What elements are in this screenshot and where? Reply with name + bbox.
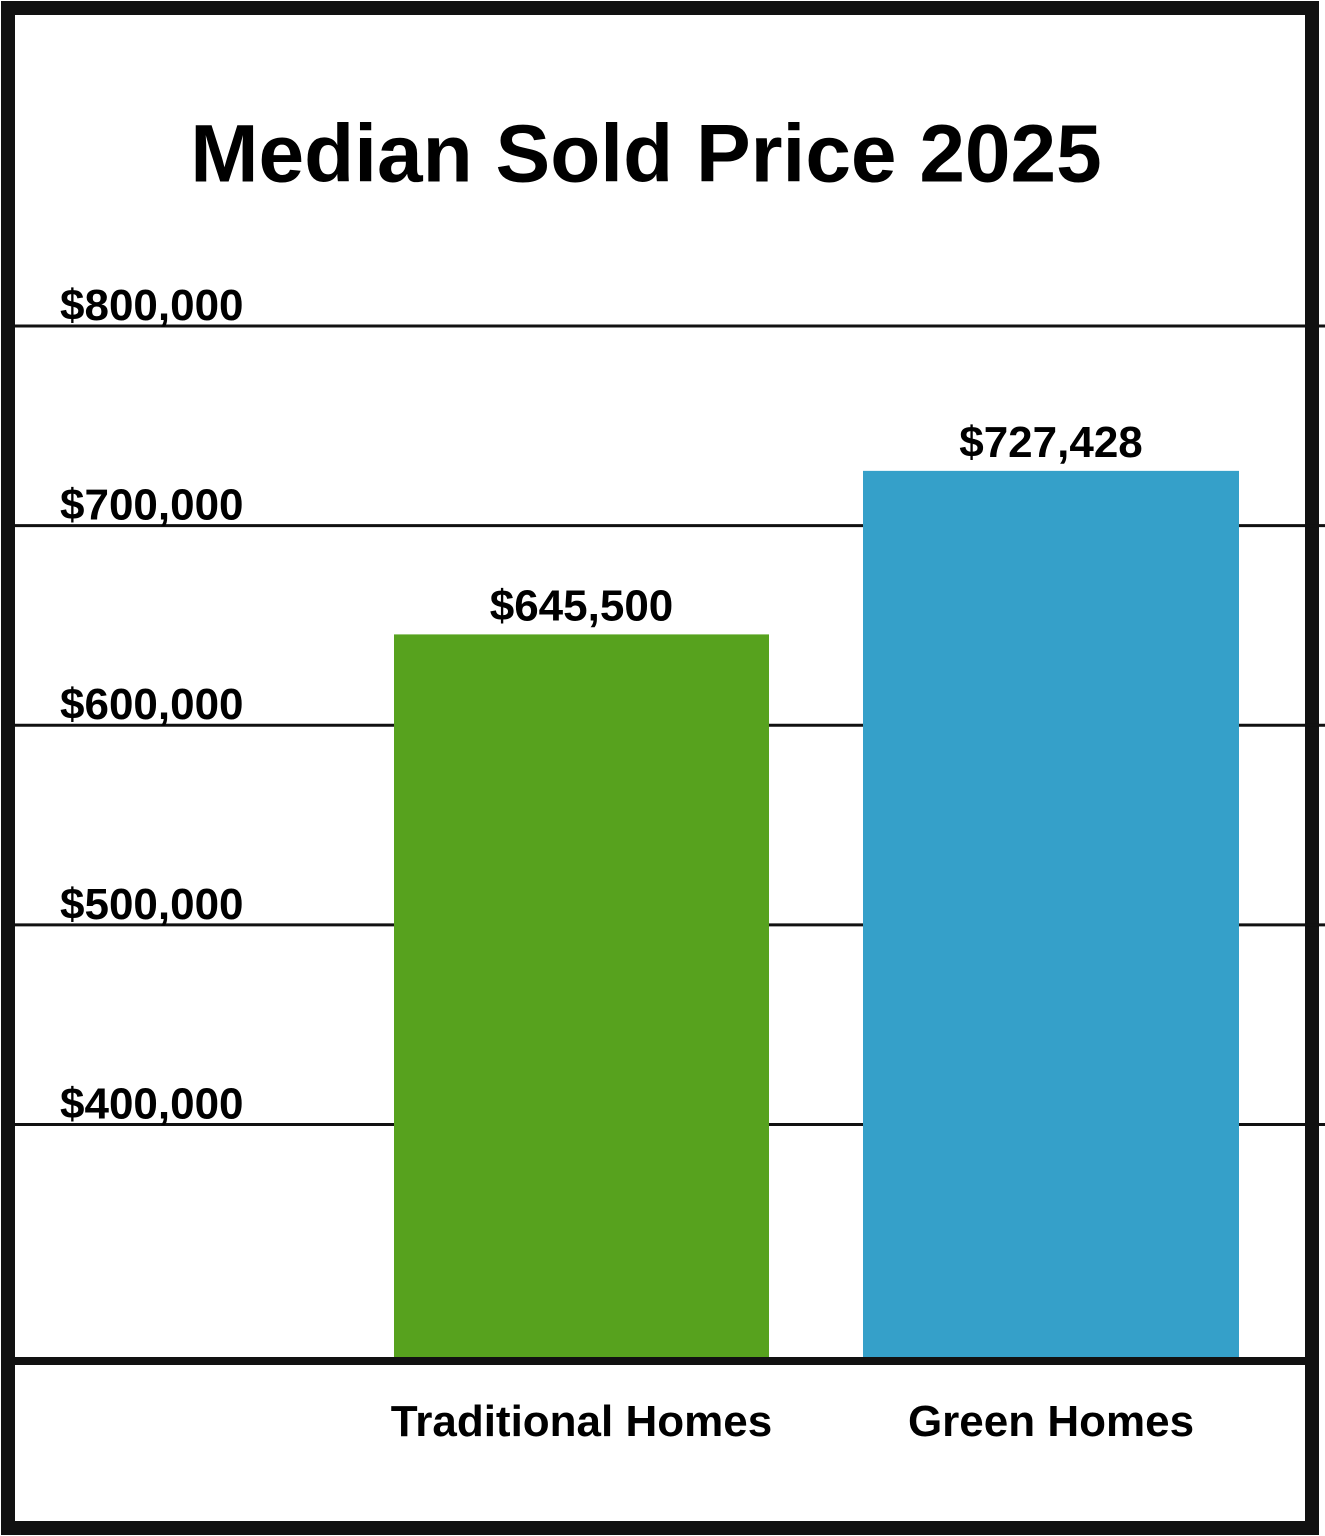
bar bbox=[394, 634, 769, 1360]
plot-area: $400,000 $500,000 $600,000 $700,000 $800,000… bbox=[15, 281, 1325, 1446]
chart-title: Median Sold Price 2025 bbox=[190, 109, 1102, 200]
y-tick-label: $600,000 bbox=[60, 680, 244, 729]
x-tick-label: Green Homes bbox=[908, 1397, 1194, 1446]
bar bbox=[863, 470, 1239, 1361]
value-label: $727,428 bbox=[959, 418, 1143, 467]
y-tick-label: $400,000 bbox=[60, 1079, 244, 1128]
y-tick-label: $500,000 bbox=[60, 880, 244, 929]
y-tick-label: $700,000 bbox=[60, 481, 244, 530]
y-tick-label: $800,000 bbox=[60, 281, 244, 330]
x-tick-label: Traditional Homes bbox=[391, 1397, 772, 1446]
value-label: $645,500 bbox=[490, 581, 674, 630]
